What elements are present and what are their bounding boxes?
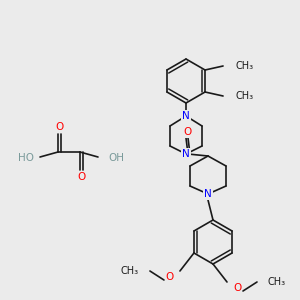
Text: O: O: [233, 283, 241, 293]
Text: CH₃: CH₃: [235, 61, 253, 71]
Text: HO: HO: [18, 153, 34, 163]
Text: OH: OH: [108, 153, 124, 163]
Text: CH₃: CH₃: [268, 277, 286, 287]
Text: N: N: [182, 111, 190, 121]
Text: O: O: [166, 272, 174, 282]
Text: O: O: [55, 122, 63, 132]
Text: N: N: [182, 149, 190, 159]
Text: CH₃: CH₃: [121, 266, 139, 276]
Text: O: O: [77, 172, 85, 182]
Text: CH₃: CH₃: [235, 91, 253, 101]
Text: O: O: [184, 127, 192, 137]
Text: N: N: [204, 189, 212, 199]
